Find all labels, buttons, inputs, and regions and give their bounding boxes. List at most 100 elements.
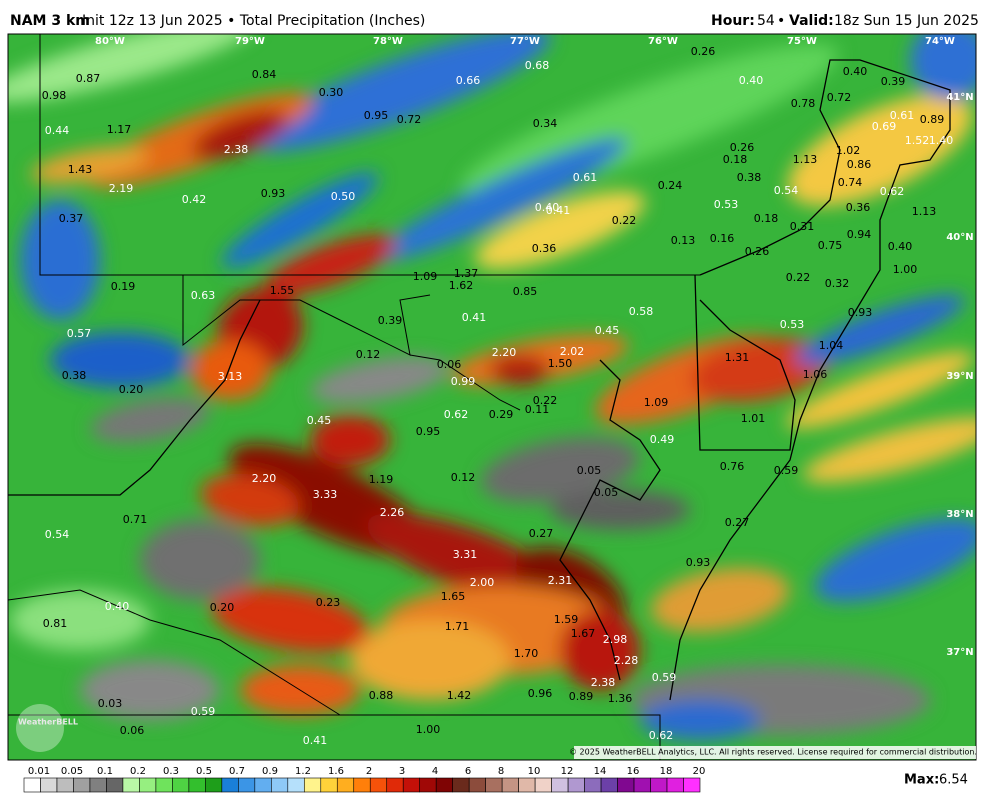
precip-area (200, 473, 300, 527)
boundaries (8, 34, 951, 760)
precip-area (474, 191, 646, 269)
colorbar-cell (106, 777, 124, 793)
colorbar-cell (89, 777, 107, 793)
precip-value: 0.74 (838, 176, 863, 189)
precip-area (310, 356, 450, 404)
model-name: NAM 3 km (10, 13, 90, 29)
precip-area (211, 587, 369, 653)
precip-value: 0.93 (848, 306, 873, 319)
precip-area (80, 660, 220, 720)
precip-value: 2.26 (380, 506, 405, 519)
colorbar-cell (567, 777, 585, 793)
precip-value: 0.59 (652, 671, 677, 684)
precip-value: 1.50 (548, 357, 573, 370)
precip-value: 0.13 (671, 234, 696, 247)
precip-value: 0.19 (111, 280, 136, 293)
colorbar-cell (336, 777, 355, 793)
precip-value: 0.86 (847, 158, 872, 171)
colorbar-cell (303, 777, 322, 793)
precip-value: 0.31 (790, 220, 815, 233)
precip-value: 0.87 (76, 72, 101, 85)
precip-area (690, 338, 830, 402)
colorbar-cell (188, 777, 206, 793)
precip-value: 1.71 (445, 620, 470, 633)
precip-value: 0.45 (595, 324, 620, 337)
longitude-label: 76°W (648, 36, 678, 47)
precip-value: 0.59 (774, 464, 799, 477)
precip-area (550, 490, 690, 530)
colorbar-label: 2 (366, 766, 372, 777)
colorbar-label: 10 (528, 766, 541, 777)
precip-value: 0.75 (818, 239, 843, 252)
precip-value: 2.28 (614, 654, 639, 667)
precip-value: 0.69 (872, 120, 897, 133)
colorbar-label: 8 (498, 766, 504, 777)
latitude-label: 38°N (946, 509, 973, 520)
colorbar-cell (633, 777, 651, 793)
colorbar-label: 12 (561, 766, 574, 777)
precip-area (795, 294, 965, 366)
colorbar-cell (320, 777, 338, 793)
precip-value: 0.63 (191, 289, 216, 302)
precip-value: 1.36 (608, 692, 633, 705)
colorbar: 0.01 0.05 0.1 0.2 0.3 0.5 0.7 0.9 1.2 1.6 2 3 4 6 8 10 1… (23, 766, 705, 793)
precip-value: 0.22 (786, 271, 811, 284)
precip-value: 0.38 (737, 171, 762, 184)
precip-value: 1.55 (270, 284, 295, 297)
colorbar-cell (271, 777, 289, 793)
precip-value: 0.68 (525, 59, 550, 72)
colorbar-cell (650, 777, 668, 793)
precip-value: 0.06 (120, 724, 145, 737)
precip-value: 0.12 (451, 471, 476, 484)
precip-value: 0.40 (843, 65, 868, 78)
colorbar-label: 6 (465, 766, 471, 777)
precip-value: 1.17 (107, 123, 132, 136)
precip-value: 1.65 (441, 590, 466, 603)
colorbar-cell (40, 777, 58, 793)
colorbar-cell (122, 777, 140, 793)
colorbar-label: 18 (660, 766, 673, 777)
precip-value: 1.42 (447, 689, 472, 702)
colorbar-cell (73, 777, 91, 793)
precip-value: 0.26 (730, 141, 755, 154)
precip-value: 1.59 (554, 613, 579, 626)
precip-value: 1.13 (793, 153, 818, 166)
precip-value: 0.32 (825, 277, 850, 290)
precip-area (192, 110, 288, 160)
precip-value: 0.96 (528, 687, 553, 700)
colorbar-cell (386, 777, 404, 793)
colorbar-cell (369, 777, 388, 793)
precip-value: 0.20 (119, 383, 144, 396)
precip-value: 0.12 (356, 348, 381, 361)
latitude-label: 37°N (946, 647, 973, 658)
precip-value: 2.38 (224, 143, 249, 156)
precip-value: 1.67 (571, 627, 596, 640)
precip-value: 0.62 (880, 185, 905, 198)
precip-area (910, 34, 976, 100)
precip-value: 1.19 (369, 473, 394, 486)
precip-value: 0.39 (881, 75, 906, 88)
precip-value: 0.62 (649, 729, 674, 742)
precip-value: 0.54 (774, 184, 799, 197)
latitude-label: 39°N (946, 371, 973, 382)
precip-value: 0.18 (754, 212, 779, 225)
colorbar-label: 3 (399, 766, 405, 777)
colorbar-label: 14 (594, 766, 607, 777)
precip-value: 0.37 (59, 212, 84, 225)
graticule-labels: 80°W 79°W 78°W 77°W 76°W 75°W 74°W 41°N 40°N 39°N… (95, 36, 974, 658)
colorbar-cell (353, 777, 371, 793)
map-values: 0.87 0.98 0.84 0.30 0.66 0.68 0.26 0.40 0.40 0.39… (42, 45, 954, 747)
longitude-label: 80°W (95, 36, 125, 47)
max-value: 6.54 (939, 773, 968, 788)
colorbar-cell (551, 777, 569, 793)
precip-value: 1.00 (416, 723, 441, 736)
colorbar-label: 0.5 (196, 766, 212, 777)
precip-value: 0.42 (182, 193, 207, 206)
precip-value: 2.31 (548, 574, 573, 587)
precip-value: 0.22 (533, 394, 558, 407)
precip-value: 2.00 (470, 576, 495, 589)
precip-area (8, 34, 256, 103)
precip-value: 0.93 (261, 187, 286, 200)
colorbar-label: 1.2 (295, 766, 311, 777)
precip-value: 1.62 (449, 279, 474, 292)
